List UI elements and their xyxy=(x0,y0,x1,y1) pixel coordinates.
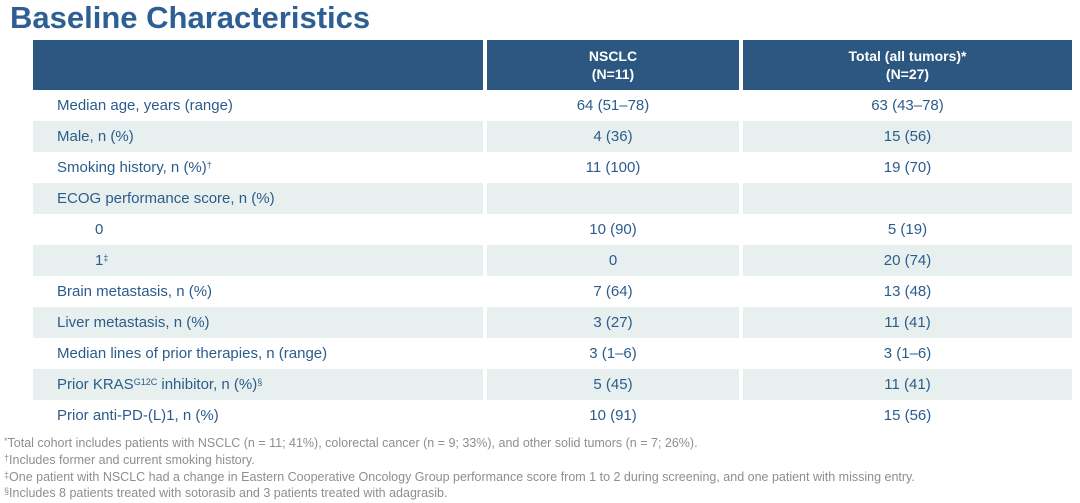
table-body: Median age, years (range) 64 (51–78) 63 (4… xyxy=(33,90,1072,431)
label-text: inhibitor, n (%) xyxy=(157,376,258,393)
footnote-text: Total cohort includes patients with NSCL… xyxy=(7,436,698,450)
row-label: Male, n (%) xyxy=(33,121,483,152)
label-text: Smoking history, n (%) xyxy=(57,159,207,176)
cell-nsclc-value: 64 (51–78) xyxy=(576,97,650,114)
table-row: Median age, years (range) 64 (51–78) 63 (4… xyxy=(33,90,1072,121)
cell-total-value: 15 (56) xyxy=(743,121,1072,152)
label-superscript: ‡ xyxy=(103,253,109,263)
label-superscript: § xyxy=(257,377,263,387)
footnote-marker: * xyxy=(4,436,8,446)
label-text: Median lines of prior therapies, n (rang… xyxy=(57,345,328,362)
label-text: Male, n (%) xyxy=(57,128,134,145)
cell-nsclc-value: 4 (36) xyxy=(487,121,739,152)
footnote-marker: ‡ xyxy=(4,469,10,480)
row-label: Median lines of prior therapies, n (rang… xyxy=(33,338,483,369)
row-label: ECOG performance score, n (%) xyxy=(33,183,483,214)
table-row: Male, n (%) 4 (36) 15 (56) xyxy=(33,121,1072,152)
cell-nsclc-value: 7 (64) xyxy=(593,283,633,300)
header-total-line1: Total (all tumors)* xyxy=(848,47,967,64)
cell-total-value: 11 (41) xyxy=(743,369,1072,400)
table-row: Median lines of prior therapies, n (rang… xyxy=(33,338,1072,369)
cell-nsclc-value xyxy=(487,183,739,214)
row-label: Prior KRASG12C inhibitor, n (%)§ xyxy=(33,369,483,400)
footnote-line: *Total cohort includes patients with NSC… xyxy=(4,436,1076,453)
cell-nsclc-value: 3 (1–6) xyxy=(589,345,637,362)
page-title: Baseline Characteristics xyxy=(10,0,371,35)
cell-nsclc-value: 10 (91) xyxy=(589,407,637,424)
header-nsclc-line1: NSCLC xyxy=(588,47,638,64)
row-label: 0 xyxy=(33,214,483,245)
cell-nsclc-value: 5 (45) xyxy=(487,369,739,400)
label-superscript: † xyxy=(206,160,212,170)
cell-total-value: 3 (1–6) xyxy=(883,345,932,362)
row-label: Median age, years (range) xyxy=(33,90,483,121)
header-cell-total: Total (all tumors)* (N=27) xyxy=(743,40,1072,90)
footnote-line: ‡One patient with NSCLC had a change in … xyxy=(4,470,1076,487)
label-text: Prior KRAS xyxy=(57,376,134,393)
row-label: 1‡ xyxy=(33,245,483,276)
footnote-marker: § xyxy=(4,486,10,497)
table-row: Prior KRASG12C inhibitor, n (%)§ 5 (45) 11… xyxy=(33,369,1072,400)
footnote-line: †Includes former and current smoking his… xyxy=(4,453,1076,470)
header-cell-characteristic xyxy=(33,40,483,90)
header-total-line2: (N=27) xyxy=(885,66,930,82)
cell-total-value: 20 (74) xyxy=(743,245,1072,276)
table-row: Smoking history, n (%)† 11 (100) 19 (70) xyxy=(33,152,1072,183)
label-text: Median age, years (range) xyxy=(57,97,233,114)
cell-nsclc-value: 11 (100) xyxy=(585,159,641,176)
cell-total-value: 19 (70) xyxy=(883,159,932,176)
table-row: ECOG performance score, n (%) xyxy=(33,183,1072,214)
footnote-text: One patient with NSCLC had a change in E… xyxy=(9,469,915,484)
cell-total-value: 13 (48) xyxy=(883,283,932,300)
footnote-text: Includes former and current smoking hist… xyxy=(9,452,255,467)
table-row: Liver metastasis, n (%) 3 (27) 11 (41) xyxy=(33,307,1072,338)
label-text: Brain metastasis, n (%) xyxy=(57,283,213,300)
label-text: Prior anti-PD-(L)1, n (%) xyxy=(57,407,219,424)
table-row: 1‡ 0 20 (74) xyxy=(33,245,1072,276)
label-text: Liver metastasis, n (%) xyxy=(57,314,210,331)
footnote-marker: † xyxy=(4,452,10,463)
baseline-characteristics-table: NSCLC (N=11) Total (all tumors)* (N=27) … xyxy=(33,40,1072,431)
cell-nsclc-value: 0 xyxy=(487,245,739,276)
footnote-text: Includes 8 patients treated with sotoras… xyxy=(9,486,448,501)
cell-total-value xyxy=(743,183,1072,214)
cell-total-value: 63 (43–78) xyxy=(871,97,944,114)
header-nsclc-line2: (N=11) xyxy=(591,66,635,82)
label-text: ECOG performance score, n (%) xyxy=(57,190,275,207)
header-cell-nsclc: NSCLC (N=11) xyxy=(487,40,739,90)
row-label: Prior anti-PD-(L)1, n (%) xyxy=(33,400,483,431)
label-text: 0 xyxy=(95,221,104,238)
cell-nsclc-value: 3 (27) xyxy=(487,307,739,338)
label-text: 1 xyxy=(95,252,104,269)
table-row: Brain metastasis, n (%) 7 (64) 13 (48) xyxy=(33,276,1072,307)
row-label: Smoking history, n (%)† xyxy=(33,152,483,183)
table-row: 0 10 (90) 5 (19) xyxy=(33,214,1072,245)
table-row: Prior anti-PD-(L)1, n (%) 10 (91) 15 (56) xyxy=(33,400,1072,431)
footnote-line: §Includes 8 patients treated with sotora… xyxy=(4,486,1076,503)
cell-total-value: 5 (19) xyxy=(887,221,928,238)
row-label: Liver metastasis, n (%) xyxy=(33,307,483,338)
label-superscript: G12C xyxy=(133,377,158,387)
row-label: Brain metastasis, n (%) xyxy=(33,276,483,307)
cell-total-value: 15 (56) xyxy=(883,407,932,424)
cell-nsclc-value: 10 (90) xyxy=(589,221,637,238)
cell-total-value: 11 (41) xyxy=(743,307,1072,338)
table-header-row: NSCLC (N=11) Total (all tumors)* (N=27) xyxy=(33,40,1072,90)
footnotes: *Total cohort includes patients with NSC… xyxy=(4,436,1076,503)
